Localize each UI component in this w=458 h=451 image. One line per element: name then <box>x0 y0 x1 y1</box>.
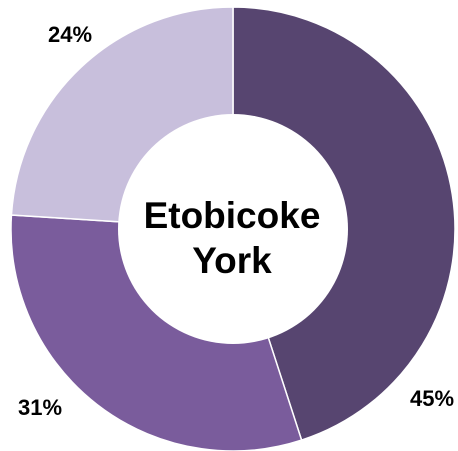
slice-label-3: 24% <box>48 22 92 47</box>
donut-hole <box>118 114 348 344</box>
slice-labels-group: 45% 31% 24% <box>18 22 454 420</box>
center-label-line-1: Etobicoke <box>144 195 321 236</box>
slice-label-2: 31% <box>18 395 62 420</box>
center-label-line-2: York <box>192 240 272 281</box>
slice-label-1: 45% <box>410 386 454 411</box>
